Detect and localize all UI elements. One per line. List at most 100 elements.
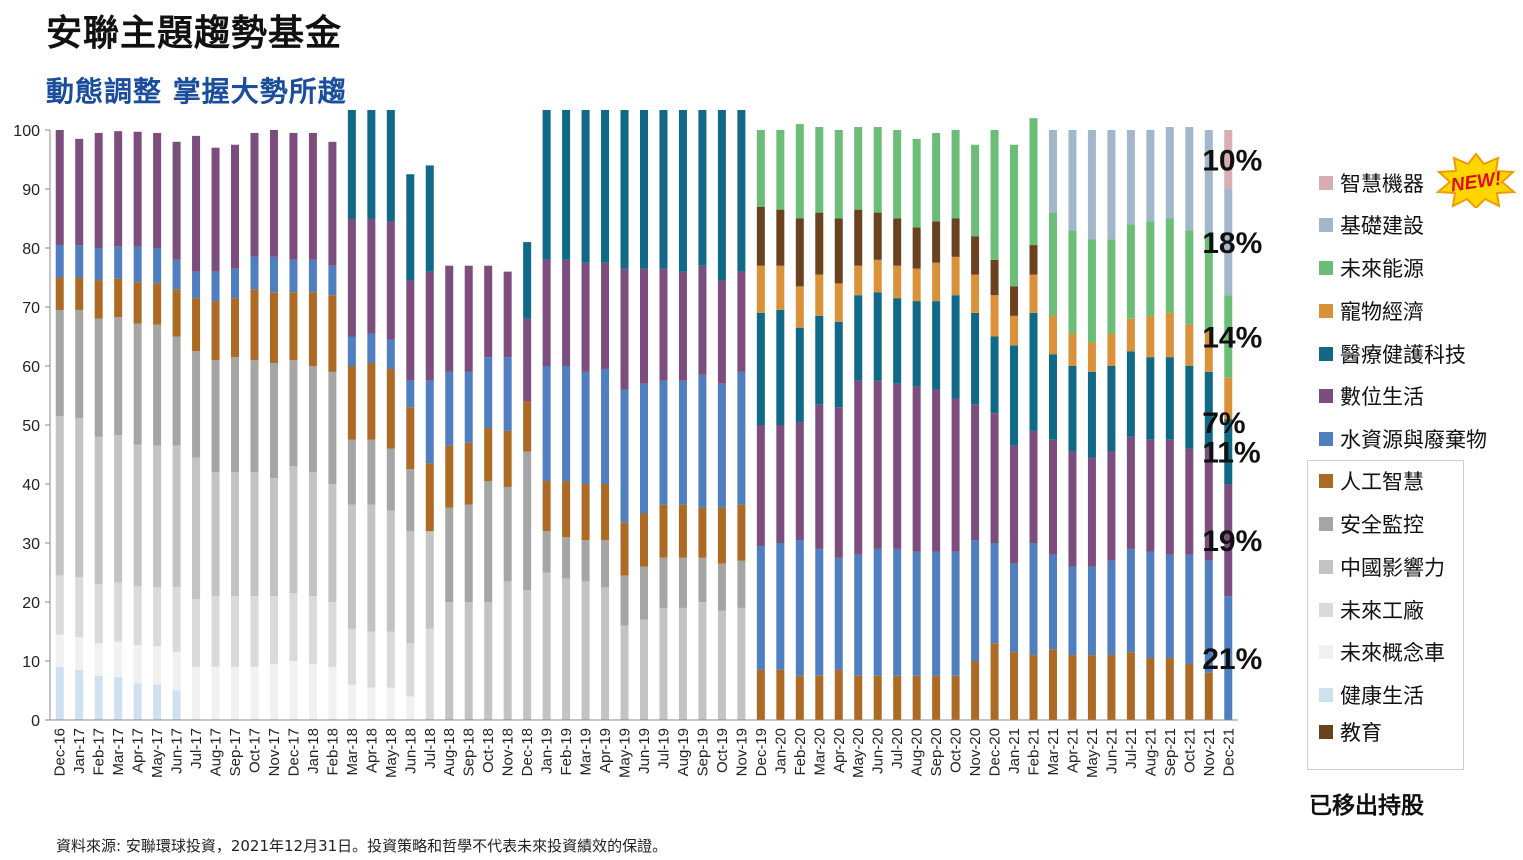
bar-segment [698,110,707,266]
bar-segment [1126,652,1135,720]
bar-segment [172,445,181,588]
bar-segment [211,360,220,473]
bar-segment [815,315,824,405]
bar-segment [1087,130,1096,240]
x-tick-label: Mar-18 [344,728,361,776]
bar-segment [425,531,434,629]
bar-segment [172,289,181,337]
bar-segment [269,478,278,597]
bar-segment [308,132,317,260]
y-tick-label: 90 [22,182,40,199]
bar-segment [854,675,863,720]
legend-item: 健康生活 [1319,682,1424,708]
legend-swatch [1319,645,1333,659]
bar-segment [893,383,902,549]
bar-segment [717,383,726,508]
bar-segment [581,581,590,720]
bar-segment [503,486,512,582]
bar-segment [425,271,434,381]
bar-segment [153,324,162,446]
bar-segment [192,298,201,352]
x-tick-label: Jun-19 [636,728,653,774]
bar-segment [347,504,356,629]
bar-segment [912,386,921,552]
legend-label: 智慧機器 [1340,172,1424,196]
bar-segment [94,584,103,644]
bar-segment [601,540,610,588]
x-tick-label: Dec-18 [519,728,536,776]
bar-segment [601,587,610,720]
bar-segment [1185,448,1194,555]
bar-segment [815,127,824,213]
bar-segment [659,607,668,720]
bar-segment [795,327,804,423]
bar-segment [756,130,765,207]
bar-segment [250,360,259,473]
bar-segment [406,280,415,381]
bar-segment [717,563,726,611]
bar-segment [971,274,980,313]
x-tick-label: Sep-18 [461,728,478,776]
bar-segment [581,371,590,484]
bar-segment [445,507,454,602]
bar-segment [601,110,610,263]
bar-segment [795,218,804,287]
bar-segment [367,687,376,720]
bar-segment [1029,274,1038,313]
x-tick-label: Oct-19 [714,728,731,773]
bar-segment [425,463,434,532]
bar-segment [425,165,434,272]
x-tick-label: Feb-19 [558,728,575,776]
bar-segment [971,144,980,237]
bar-segment [1146,315,1155,358]
bar-segment [94,318,103,437]
bar-segment [659,110,668,269]
bar-segment [640,513,648,567]
x-tick-label: Oct-18 [480,728,497,773]
bar-segment [1224,484,1233,597]
bar-segment [795,675,804,720]
bar-segment [678,380,687,505]
bar-segment [1126,224,1135,319]
x-tick-label: May-19 [617,728,634,778]
bar-segment [951,398,960,552]
bar-segment [1224,377,1233,420]
bar-segment [250,132,259,257]
bar-segment [503,581,512,720]
bar-segment [445,265,454,372]
bar-segment [737,607,746,720]
bar-segment [951,551,960,676]
y-tick-label: 40 [22,477,40,494]
legend-label: 水資源與廢棄物 [1340,428,1487,452]
bar-segment [1029,118,1038,246]
bar-segment [445,445,454,508]
legend-swatch [1319,432,1333,446]
pct-label: 19% [1202,525,1262,558]
legend-label: 未來能源 [1340,257,1424,281]
bar-segment [1068,451,1077,567]
x-tick-label: Jul-20 [889,728,906,769]
bar-segment [951,295,960,399]
bar-segment [523,318,532,402]
bar-segment [1165,658,1174,720]
bar-segment [94,132,103,248]
x-tick-label: May-20 [850,728,867,778]
bar-segment [717,280,726,384]
bar-segment [659,268,668,381]
bar-segment [1224,189,1233,296]
bar-segment [406,643,415,697]
bar-segment [737,504,746,561]
x-tick-label: Jan-18 [305,728,322,774]
legend-swatch [1319,603,1333,617]
bar-segment [464,371,473,443]
bar-segment [834,218,843,284]
x-tick-label: Mar-17 [110,728,127,776]
bar-segment [367,631,376,688]
bar-segment [1107,560,1116,656]
bar-segment [347,366,356,440]
bar-segment [776,425,785,543]
bar-segment [484,481,493,602]
x-tick-label: Jan-17 [71,728,88,774]
bar-segment [971,404,980,541]
bar-segment [1185,366,1194,449]
